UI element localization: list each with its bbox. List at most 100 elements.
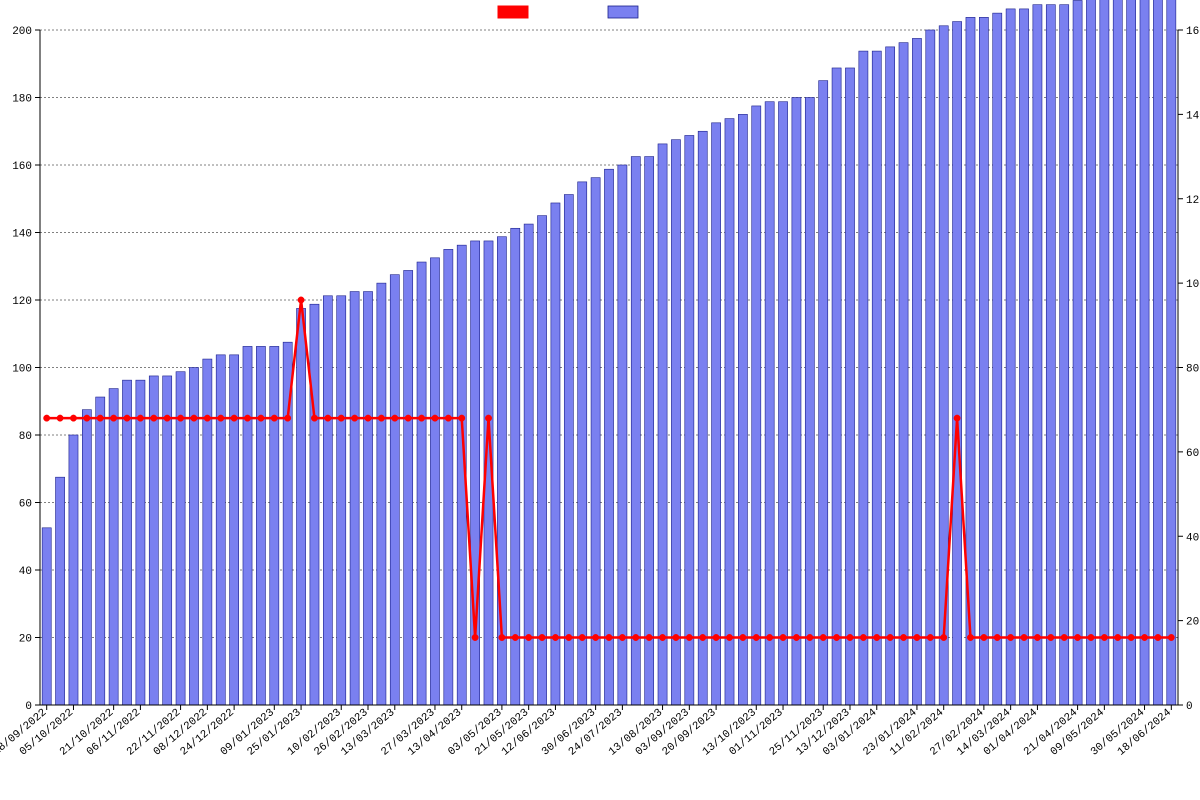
line-marker <box>298 297 304 303</box>
bar <box>645 157 654 705</box>
ytick-left-label: 160 <box>12 161 32 173</box>
ytick-left-label: 180 <box>12 94 32 106</box>
line-marker <box>860 634 866 640</box>
line-marker <box>606 634 612 640</box>
bar <box>845 68 854 705</box>
ytick-right-label: 20 <box>1186 617 1199 629</box>
bar <box>872 51 881 705</box>
ytick-left-label: 40 <box>19 566 32 578</box>
line-marker <box>177 415 183 421</box>
ytick-left-label: 80 <box>19 431 32 443</box>
bar <box>778 102 787 705</box>
bar <box>698 131 707 705</box>
line-marker <box>231 415 237 421</box>
ytick-left-label: 60 <box>19 499 32 511</box>
ytick-right-label: 140 <box>1186 110 1200 122</box>
bar <box>149 376 158 705</box>
line-marker <box>900 634 906 640</box>
line-marker <box>164 415 170 421</box>
line-marker <box>887 634 893 640</box>
ytick-right-label: 100 <box>1186 279 1200 291</box>
line-marker <box>151 415 157 421</box>
bar <box>176 372 185 705</box>
line-marker <box>592 634 598 640</box>
line-marker <box>124 415 130 421</box>
line-marker <box>552 634 558 640</box>
bar <box>243 346 252 705</box>
line-marker <box>512 634 518 640</box>
ytick-left-label: 120 <box>12 296 32 308</box>
ytick-left-label: 20 <box>19 634 32 646</box>
line-marker <box>459 415 465 421</box>
line-marker <box>472 634 478 640</box>
bar <box>350 292 359 705</box>
bar <box>631 157 640 705</box>
bar <box>1113 0 1122 705</box>
line-marker <box>432 415 438 421</box>
line-marker <box>780 634 786 640</box>
bar <box>993 13 1002 705</box>
bar <box>886 47 895 705</box>
bars-group <box>42 0 1176 705</box>
line-marker <box>43 415 49 421</box>
line-marker <box>1088 634 1094 640</box>
line-marker <box>659 634 665 640</box>
line-marker <box>927 634 933 640</box>
bar <box>69 435 78 705</box>
line-marker <box>405 415 411 421</box>
line-marker <box>1061 634 1067 640</box>
bar <box>163 376 172 705</box>
line-marker <box>740 634 746 640</box>
line-marker <box>1128 634 1134 640</box>
bar <box>819 81 828 705</box>
bar <box>404 270 413 705</box>
bar <box>203 359 212 705</box>
line-marker <box>941 634 947 640</box>
bar <box>658 144 667 705</box>
line-marker <box>1141 634 1147 640</box>
ytick-right-label: 0 <box>1186 701 1193 713</box>
bar <box>417 262 426 705</box>
line-marker <box>1034 634 1040 640</box>
bar <box>712 123 721 705</box>
bar <box>926 30 935 705</box>
line-marker <box>1155 634 1161 640</box>
line-marker <box>673 634 679 640</box>
line-marker <box>793 634 799 640</box>
ytick-left-label: 140 <box>12 229 32 241</box>
line-marker <box>365 415 371 421</box>
bar <box>738 114 747 705</box>
ytick-right-label: 160 <box>1186 26 1200 38</box>
line-marker <box>1101 634 1107 640</box>
line-marker <box>525 634 531 640</box>
bar <box>551 203 560 705</box>
bar <box>685 135 694 705</box>
legend <box>498 6 638 18</box>
line-marker <box>137 415 143 421</box>
bar <box>538 216 547 705</box>
bar <box>390 275 399 705</box>
bar <box>1033 5 1042 705</box>
bar <box>859 51 868 705</box>
line-marker <box>726 634 732 640</box>
line-marker <box>271 415 277 421</box>
bar <box>591 178 600 705</box>
line-marker <box>97 415 103 421</box>
bar <box>230 355 239 705</box>
bar <box>1167 0 1176 705</box>
line-marker <box>967 634 973 640</box>
line-marker <box>57 415 63 421</box>
line-marker <box>351 415 357 421</box>
legend-swatch-line <box>498 6 528 18</box>
line-marker <box>244 415 250 421</box>
line-marker <box>566 634 572 640</box>
ytick-left-label: 200 <box>12 26 32 38</box>
line-marker <box>807 634 813 640</box>
line-marker <box>1021 634 1027 640</box>
line-marker <box>325 415 331 421</box>
bar <box>1019 9 1028 705</box>
bar <box>96 397 105 705</box>
bar <box>136 380 145 705</box>
line-marker <box>311 415 317 421</box>
legend-swatch-bar <box>608 6 638 18</box>
